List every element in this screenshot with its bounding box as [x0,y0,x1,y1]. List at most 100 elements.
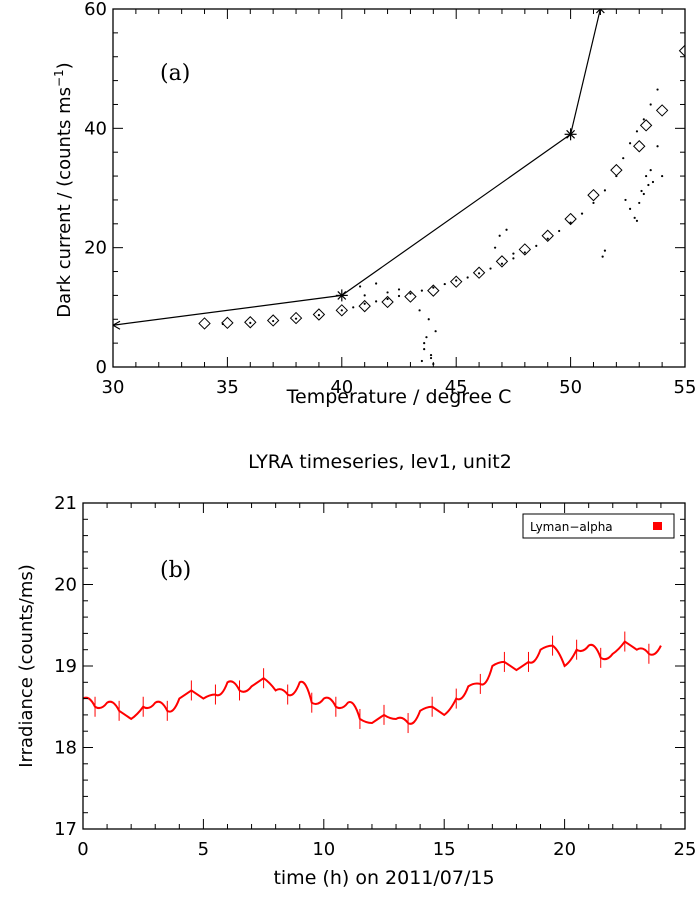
scatter-dot [386,297,389,301]
scatter-dot [628,142,632,145]
panel-b-x-tick-label: 5 [198,839,209,860]
scatter-dot [624,198,627,202]
panel-b-y-tick-label: 19 [54,656,77,677]
scatter-dot [352,306,355,309]
scatter-dot [546,237,549,240]
scatter-dot [622,157,625,160]
scatter-dot [642,192,645,196]
diamond-point-marker [564,212,577,226]
scatter-dot [317,313,321,317]
scatter-dot [423,342,426,345]
scatter-dot [363,294,366,297]
scatter-dot [615,174,618,178]
diamond-point-marker [541,229,554,242]
panel-b-y-tick-label: 21 [54,493,77,514]
panel-a-y-axis-label: Dark current / (counts ms−1) [52,62,75,317]
scatter-dot [363,302,366,305]
panel-a-y-tick-label: 40 [84,118,107,139]
panel-b-x-tick-label: 20 [553,839,576,860]
panel-a-x-tick-label: 55 [674,377,697,398]
panel-b-legend: Lyman−alpha [522,513,675,539]
scatter-dot [420,359,423,363]
scatter-dot [635,130,639,133]
panel-b-x-tick-label: 10 [312,839,335,860]
scatter-dot [642,118,645,121]
scatter-dot [443,282,446,286]
star-point-marker [594,9,607,15]
scatter-dot [505,228,508,231]
panel-b: LYRA timeseries, lev1, unit2 0 5 10 15 20 25 1… [16,451,696,889]
panel-a-ticks: 30 35 40 45 50 55 0 20 40 60 [84,0,696,398]
panel-b-legend-swatch [653,522,662,530]
scatter-dot [294,317,298,320]
scatter-dot [489,267,492,270]
scatter-dot [649,169,652,172]
panel-a-x-axis-label: Temperature / degree C [286,386,512,408]
diamond-point-marker [610,163,623,177]
scatter-dot [427,318,430,321]
panel-b-y-axis-label: Irradiance (counts/ms) [16,564,37,768]
diamond-point-marker [655,104,669,117]
scatter-dot [640,189,643,193]
diamond-point-marker [198,317,211,330]
panel-a-axes-frame [112,8,686,368]
scatter-dot [523,251,526,254]
panel-a-y-tick-label: 60 [84,0,107,20]
panel-b-marks [82,631,662,734]
diamond-point-marker [678,44,685,57]
scatter-dot [397,288,401,291]
star-point-marker [335,289,348,302]
panel-b-x-tick-label: 0 [77,839,88,860]
scatter-dot [651,180,655,184]
scatter-dot [493,246,497,249]
scatter-dot [500,262,504,265]
scatter-dot [498,234,501,237]
panel-a-y-axis-label-exponent: −1 [52,69,66,87]
panel-a-y-axis-label-main: Dark current / (counts ms [54,87,75,318]
diamond-point-marker [633,140,646,153]
panel-b-x-tick-label: 15 [433,839,456,860]
scatter-dot [477,272,481,275]
scatter-dot [512,252,515,255]
scatter-dot [603,249,607,252]
panel-b-x-tick-label: 25 [674,839,697,860]
diamond-point-marker [449,275,463,288]
scatter-dot [397,294,401,298]
scatter-dot [535,244,538,247]
scatter-dot [601,255,604,258]
scatter-dot [580,212,584,215]
scatter-dot [455,279,458,282]
scatter-dot [375,300,378,303]
star-point-marker [113,320,121,330]
scatter-dot [633,216,636,219]
panel-b-y-tick-label: 20 [54,575,77,596]
panel-a-marks [113,9,685,366]
panel-b-label: (b) [160,558,191,583]
scatter-dot [558,229,561,233]
panel-a-x-tick-label: 30 [102,377,125,398]
panel-b-x-axis-label: time (h) on 2011/07/15 [273,867,494,889]
panel-b-y-tick-label: 17 [54,819,77,840]
scatter-dot [418,309,421,312]
scatter-dot [249,321,252,324]
scatter-dot [645,174,648,178]
scatter-dot [635,219,639,222]
panel-a-x-tick-label: 45 [445,377,468,398]
diamond-point-marker [639,119,653,132]
scatter-dot [466,276,469,279]
scatter-dot [423,348,426,351]
panel-a-label: (a) [160,61,190,86]
scatter-dot [661,174,664,178]
scatter-dot [649,103,652,106]
panel-b-legend-label: Lyman−alpha [530,520,613,534]
scatter-dot [340,309,343,312]
diamond-point-marker [404,290,417,303]
panel-b-title: LYRA timeseries, lev1, unit2 [248,451,512,473]
scatter-dot [359,285,362,288]
scatter-dot [429,356,433,360]
scatter-dot [434,330,437,333]
scatter-dot [420,289,423,292]
panel-b-y-tick-label: 18 [54,738,77,759]
scatter-dot [512,257,515,260]
